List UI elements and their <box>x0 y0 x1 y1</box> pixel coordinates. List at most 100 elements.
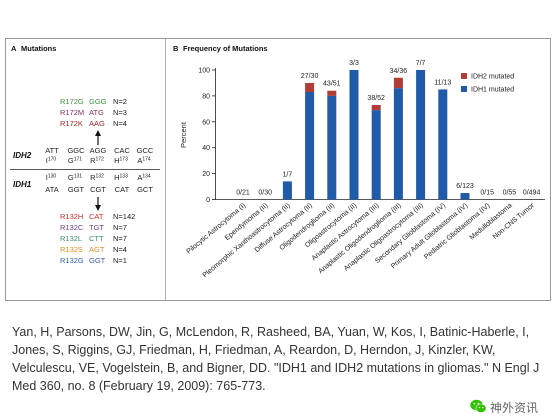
y-tick-label: 20 <box>202 171 210 178</box>
residue-position: 131 <box>74 173 83 179</box>
bar-series-0-category-2 <box>282 181 292 200</box>
idh1-codon: GGT <box>68 185 85 194</box>
bar-series-0-category-4 <box>327 95 337 200</box>
amino-acid-change: R132S <box>60 245 83 254</box>
residue-position: 134 <box>142 173 151 179</box>
idh1-gene-label: IDH1 <box>13 180 32 189</box>
idh2-mutation-row: R172K AAG N=4 <box>60 119 127 128</box>
residue-letter: G <box>68 156 74 165</box>
bar-series-0-category-7 <box>393 88 403 200</box>
mutation-count: N=7 <box>113 234 127 243</box>
idh2-residue: I170 <box>46 156 57 165</box>
mutant-codon: CTT <box>89 234 104 243</box>
idh1-mutation-row: R132C TGT N=7 <box>60 223 127 232</box>
bar-count-label: 0/15 <box>480 190 494 197</box>
mutant-codon: ATG <box>89 108 104 117</box>
residue-position: 170 <box>48 156 57 162</box>
wechat-icon <box>470 399 487 413</box>
chart-legend: IDH2 mutated IDH1 mutated <box>461 73 514 94</box>
y-tick-label: 80 <box>202 93 210 100</box>
mutant-codon: GGT <box>89 256 106 265</box>
idh2-mutation-row: R172M ATG N=3 <box>60 108 127 117</box>
bar-count-label: 0/30 <box>258 190 272 197</box>
y-axis-label: Percent <box>179 121 188 148</box>
bar-series-0-category-3 <box>305 92 315 200</box>
residue-position: 132 <box>96 173 105 179</box>
residue-letter: I <box>46 173 48 182</box>
bar-series-1-category-7 <box>393 77 403 89</box>
idh1-arrow-down-icon <box>95 197 101 211</box>
idh1-residue: I130 <box>46 173 57 182</box>
residue-position: 171 <box>74 156 83 162</box>
residue-letter: A <box>137 173 142 182</box>
mutation-count: N=1 <box>113 256 127 265</box>
idh1-residue: G131 <box>68 173 82 182</box>
mutation-count: N=4 <box>113 119 127 128</box>
idh1-mutation-row: R132L CTT N=7 <box>60 234 127 243</box>
legend-label: IDH1 mutated <box>471 87 514 94</box>
bar-series-0-category-5 <box>349 70 359 200</box>
citation-line: Med 360, no. 8 (February 19, 2009): 765-… <box>12 379 266 393</box>
idh2-codon: GGC <box>67 146 85 155</box>
residue-position: 133 <box>120 173 129 179</box>
bar-count-label: 6/123 <box>456 183 474 190</box>
y-tick-label: 0 <box>206 197 210 204</box>
idh1-residue: H133 <box>114 173 128 182</box>
residue-letter: G <box>68 173 74 182</box>
mutation-count: N=2 <box>113 97 127 106</box>
idh2-residue: R172 <box>90 156 104 165</box>
bar-count-label: 38/52 <box>367 95 385 102</box>
citation-line: Yan, H, Parsons, DW, Jin, G, McLendon, R… <box>12 325 530 339</box>
legend-swatch <box>461 86 467 92</box>
idh1-mutation-row: R132H CAT N=142 <box>60 212 135 221</box>
idh1-mutation-row: R132S AGT N=4 <box>60 245 127 254</box>
bar-series-0-category-8 <box>416 70 426 200</box>
residue-letter: H <box>114 173 119 182</box>
citation-line: Jones, S, Riggins, GJ, Friedman, H, Frie… <box>12 343 496 357</box>
idh1-codon: CAT <box>115 185 130 194</box>
legend-label: IDH2 mutated <box>471 74 514 81</box>
idh1-codon: CGT <box>90 185 106 194</box>
idh2-codon: GCC <box>137 146 154 155</box>
bar-series-0-category-9 <box>438 89 448 200</box>
panel-a-title: Mutations <box>21 44 56 53</box>
idh2-arrow-up-icon <box>95 130 101 145</box>
panel-a-label: A <box>11 44 17 53</box>
amino-acid-change: R132H <box>60 212 83 221</box>
bar-series-1-category-6 <box>371 104 381 111</box>
mutation-count: N=4 <box>113 245 127 254</box>
idh2-residue: A174 <box>137 156 151 165</box>
idh2-codon: ATT <box>45 146 59 155</box>
mutant-codon: TGT <box>89 223 104 232</box>
bar-count-label: 27/30 <box>301 73 319 80</box>
idh2-residue: H173 <box>114 156 128 165</box>
y-tick-label: 60 <box>202 119 210 126</box>
amino-acid-change: R132G <box>60 256 84 265</box>
bar-count-label: 0/55 <box>503 190 517 197</box>
bar-count-label: 43/51 <box>323 81 341 88</box>
residue-letter: R <box>90 173 96 182</box>
idh2-mutation-row: R172G GGG N=2 <box>60 97 127 106</box>
mutant-codon: AGT <box>89 245 105 254</box>
idh2-residue: G171 <box>68 156 82 165</box>
bar-series-0-category-6 <box>371 110 381 200</box>
residue-letter: I <box>46 156 48 165</box>
figure: A Mutations IDH2 IDH1 R172G GGG N=2 R172M AT… <box>5 38 551 301</box>
idh2-codon: AGG <box>90 146 107 155</box>
residue-position: 173 <box>120 156 129 162</box>
residue-position: 174 <box>142 156 151 162</box>
residue-letter: A <box>137 156 142 165</box>
amino-acid-change: R132C <box>60 223 84 232</box>
idh2-gene-label: IDH2 <box>13 151 32 160</box>
idh1-mutation-row: R132G GGT N=1 <box>60 256 127 265</box>
y-tick-label: 100 <box>198 68 210 75</box>
mutant-codon: AAG <box>89 119 105 128</box>
bar-series-0-category-10 <box>460 193 470 200</box>
amino-acid-change: R172K <box>60 119 83 128</box>
citation-line: Velculescu, VE, Vogelstein, B, and Bigne… <box>12 361 540 375</box>
citation: Yan, H, Parsons, DW, Jin, G, McLendon, R… <box>12 323 552 395</box>
chart-title: Frequency of Mutations <box>183 44 268 53</box>
mutation-count: N=142 <box>113 212 135 221</box>
legend-swatch <box>461 73 467 79</box>
